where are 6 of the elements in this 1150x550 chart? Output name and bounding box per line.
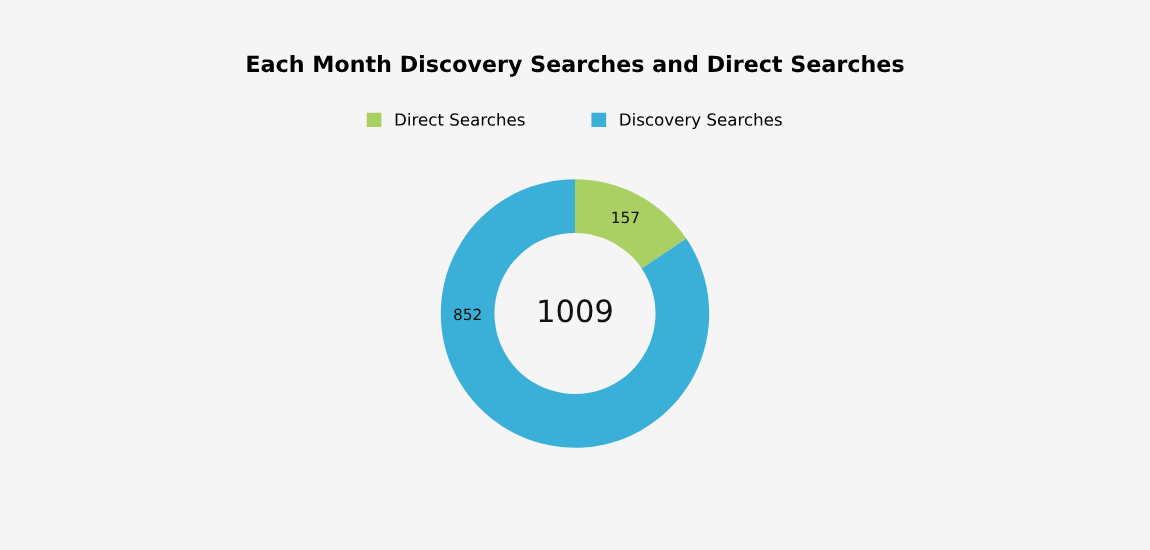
chart-title: Each Month Discovery Searches and Direct Searches: [247, 55, 904, 77]
legend-label: Direct Searches: [395, 112, 525, 126]
legend-label: Discovery Searches: [620, 112, 782, 130]
data-label: 852: [454, 308, 481, 321]
text: 1009: [539, 299, 612, 323]
data-label: 157: [612, 211, 639, 224]
